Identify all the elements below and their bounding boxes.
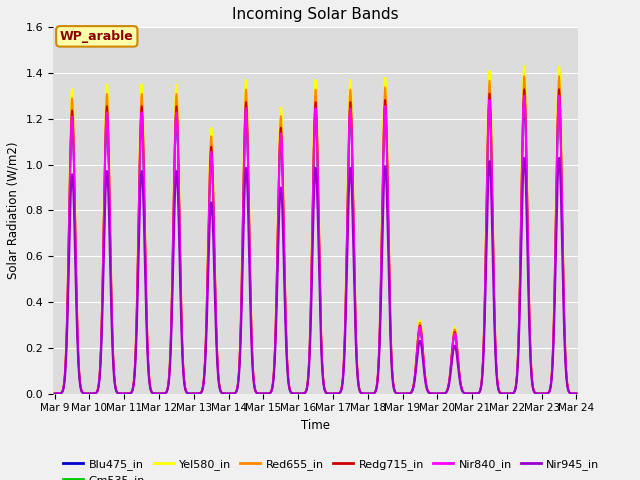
- Text: WP_arable: WP_arable: [60, 30, 134, 43]
- X-axis label: Time: Time: [301, 419, 330, 432]
- Title: Incoming Solar Bands: Incoming Solar Bands: [232, 7, 399, 22]
- Legend: Blu475_in, Gm535_in, Yel580_in, Red655_in, Redg715_in, Nir840_in, Nir945_in: Blu475_in, Gm535_in, Yel580_in, Red655_i…: [58, 455, 604, 480]
- Y-axis label: Solar Radiation (W/m2): Solar Radiation (W/m2): [7, 142, 20, 279]
